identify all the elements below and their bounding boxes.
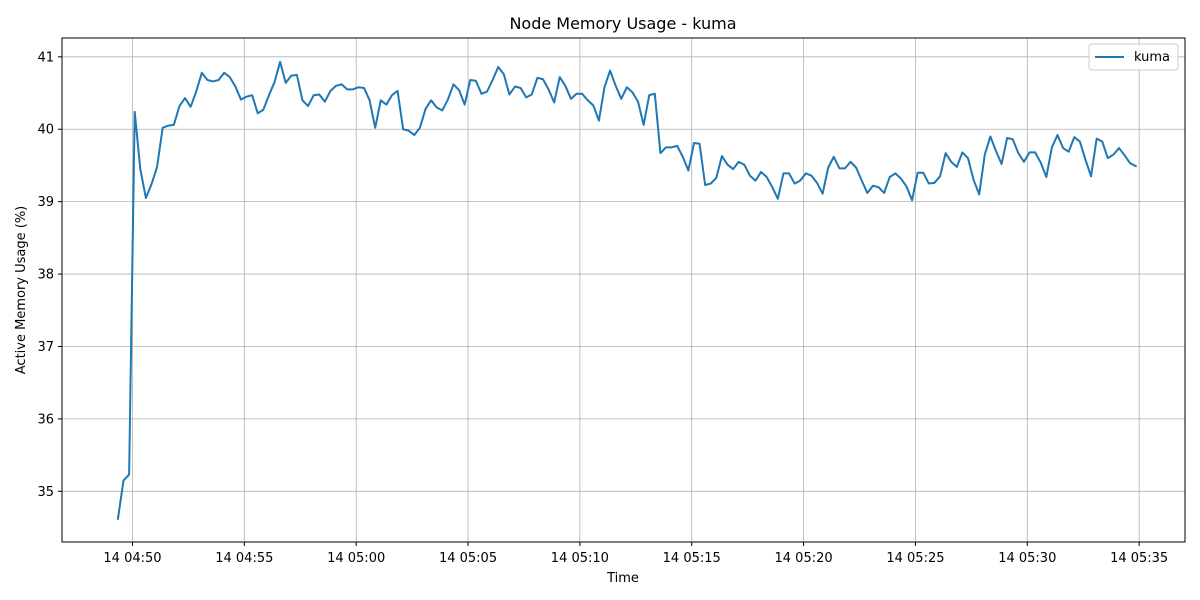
series-line-kuma [116, 60, 1138, 520]
y-tick-label: 36 [37, 412, 54, 427]
y-tick-label: 40 [37, 123, 54, 138]
x-tick-label: 14 04:55 [215, 551, 273, 566]
y-tick-label: 41 [37, 50, 54, 65]
legend-label-kuma: kuma [1134, 50, 1170, 65]
legend-box [1088, 43, 1179, 71]
x-tick-label: 14 05:30 [998, 551, 1056, 566]
x-tick-label: 14 05:05 [439, 551, 497, 566]
x-tick-label: 14 05:00 [327, 551, 385, 566]
x-tick-label: 14 05:25 [886, 551, 944, 566]
legend: kuma [1088, 43, 1179, 71]
x-axis-label: Time [606, 571, 639, 586]
x-tick-label: 14 05:15 [663, 551, 721, 566]
y-tick-label: 37 [37, 340, 54, 355]
series-layer [116, 60, 1138, 520]
x-tick-label: 14 04:50 [103, 551, 161, 566]
x-tick-label: 14 05:35 [1110, 551, 1168, 566]
chart-title: Node Memory Usage - kuma [509, 14, 736, 33]
x-tick-label: 14 05:20 [775, 551, 833, 566]
x-tick-label: 14 05:10 [551, 551, 609, 566]
plot-area-frame [61, 37, 1186, 543]
y-axis-label: Active Memory Usage (%) [14, 206, 29, 374]
y-tick-label: 35 [37, 485, 54, 500]
axis-ticks: 35 36 37 38 39 40 41 14 04:50 14 04:55 14 05:00 14… [37, 50, 1168, 566]
y-tick-label: 38 [37, 268, 54, 283]
y-tick-label: 39 [37, 195, 54, 210]
grid-lines [62, 38, 1185, 542]
